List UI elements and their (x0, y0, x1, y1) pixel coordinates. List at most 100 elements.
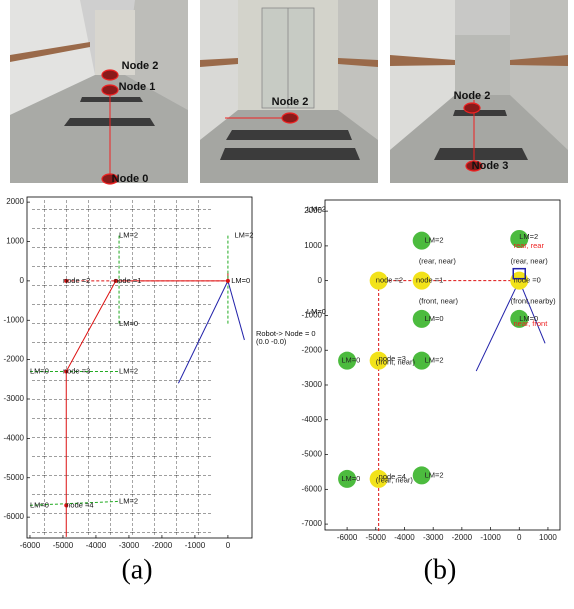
x-tick-label: -6000 (337, 533, 358, 542)
plot-label: near, front (514, 319, 549, 328)
y-tick-label: -1000 (302, 311, 323, 320)
x-tick-label: -2000 (152, 541, 173, 550)
plot-label: node =3 (379, 354, 406, 363)
node-marker (101, 69, 119, 81)
plot-label: LM=0 (519, 314, 538, 323)
x-tick-label: 0 (517, 533, 522, 542)
photo-label: Node 0 (112, 173, 149, 185)
x-tick-label: -6000 (20, 541, 41, 550)
plot-label: LM=0 (425, 314, 444, 323)
node (412, 271, 431, 290)
plot-label: node =3 (63, 366, 90, 375)
x-tick-label: -5000 (366, 533, 387, 542)
y-tick-label: -2000 (4, 355, 25, 364)
node-marker (463, 102, 481, 114)
plot-label: node =1 (114, 276, 141, 285)
node-dot (225, 278, 230, 283)
plot-label: LM=2 (119, 366, 138, 375)
x-tick-label: -5000 (53, 541, 74, 550)
plot-label: LM=2 (119, 496, 138, 505)
plot-label: (front, near) (376, 357, 416, 366)
landmark (412, 309, 431, 328)
photo-label: Node 2 (272, 96, 309, 108)
plot-label: node =0 (514, 276, 541, 285)
node (369, 469, 388, 488)
y-tick-label: 2000 (6, 197, 24, 206)
path-line (475, 280, 520, 372)
node-dot (64, 278, 69, 283)
node-dot (64, 503, 69, 508)
robot (512, 267, 527, 280)
plot-label: (rear, near) (511, 257, 549, 266)
plot-label: (rear, near) (419, 257, 457, 266)
plot-label: LM=2 (425, 356, 444, 365)
plot-label: LM=2 (425, 236, 444, 245)
node (369, 351, 388, 370)
plot-label: LM=2 (119, 231, 138, 240)
caption-a: (a) (121, 554, 152, 585)
plot-label: LM=0 (30, 366, 49, 375)
x-tick-label: 0 (226, 541, 231, 550)
plot-label: LM=2 (425, 470, 444, 479)
node-dot (113, 278, 118, 283)
y-tick-label: -4000 (4, 433, 25, 442)
y-tick-label: -6000 (4, 512, 25, 521)
node (369, 271, 388, 290)
plot-label: LM=0 (307, 307, 326, 316)
y-tick-label: -3000 (4, 394, 25, 403)
y-tick-label: 0 (318, 276, 323, 285)
y-tick-label: -3000 (302, 380, 323, 389)
y-tick-label: 2000 (304, 206, 322, 215)
node-dot (64, 369, 69, 374)
path-line (518, 280, 546, 344)
plot-label: node =4 (66, 500, 93, 509)
path-line (227, 280, 245, 341)
plot-label: node =2 (376, 276, 403, 285)
node-marker (101, 173, 119, 185)
plot-label: LM=0 (119, 319, 138, 328)
x-tick-label: -4000 (86, 541, 107, 550)
plot-label: LM=0 (341, 474, 360, 483)
plot-a-grid (32, 200, 212, 535)
plot-label: (front, near) (419, 297, 459, 306)
landmark (412, 351, 431, 370)
plot-label: (0.0 -0.0) (256, 337, 287, 346)
plot-label: LM=2 (235, 231, 254, 240)
y-tick-label: -6000 (302, 484, 323, 493)
plot-label: (rear, near) (376, 476, 414, 485)
photo-3 (390, 0, 568, 183)
x-tick-label: -1000 (480, 533, 501, 542)
y-tick-label: -5000 (4, 473, 25, 482)
photo-1 (10, 0, 188, 183)
photo-label: Node 3 (472, 160, 509, 172)
plot-label: (front,nearby) (511, 297, 557, 306)
plot-label: node =2 (63, 276, 90, 285)
landmark (338, 469, 357, 488)
plot-label: rear, rear (514, 241, 545, 250)
photo-2 (200, 0, 378, 183)
x-tick-label: -2000 (452, 533, 473, 542)
photo-label: Node 1 (119, 81, 156, 93)
photo-label: Node 2 (454, 90, 491, 102)
plot-label: LM=0 (30, 500, 49, 509)
y-tick-label: 0 (20, 276, 25, 285)
x-tick-label: -4000 (394, 533, 415, 542)
photo-label: Node 2 (122, 60, 159, 72)
y-tick-label: -4000 (302, 415, 323, 424)
plot-b-frame (324, 199, 561, 531)
plot-label: LM=0 (231, 276, 250, 285)
landmark (412, 466, 431, 485)
node-marker (465, 160, 483, 172)
y-tick-label: -5000 (302, 450, 323, 459)
landmark (412, 231, 431, 250)
plot-label: LM=2 (519, 232, 538, 241)
landmark (510, 229, 529, 248)
y-tick-label: -2000 (302, 345, 323, 354)
plot-label: node =4 (379, 472, 406, 481)
landmark (338, 351, 357, 370)
x-tick-label: -3000 (119, 541, 140, 550)
node-marker (281, 112, 299, 124)
plot-label: LM=2 (307, 204, 326, 213)
node (510, 271, 529, 290)
